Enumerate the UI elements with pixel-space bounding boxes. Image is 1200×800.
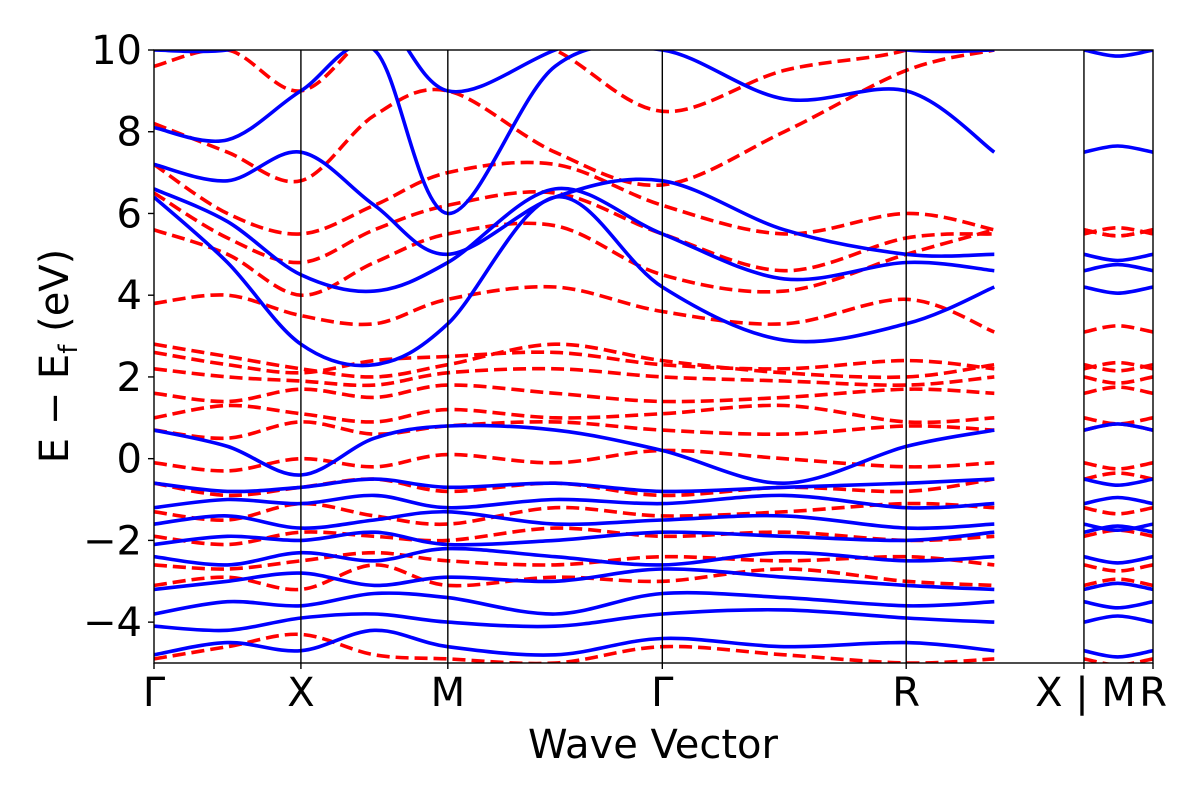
x-axis-title: Wave Vector — [528, 722, 779, 768]
dft-band-3 — [154, 526, 995, 547]
y-tick-label: 4 — [117, 273, 142, 319]
y-axis-title: E − Ef (eV) — [32, 249, 84, 464]
tb-band-3 — [154, 567, 995, 592]
tb-band-7 — [154, 493, 995, 510]
tb-band-12-mr — [1083, 252, 1153, 263]
dft-band-13-mr — [1083, 323, 1153, 334]
tb-band-1-mr — [1083, 614, 1153, 624]
dft-band-2 — [154, 550, 995, 571]
tb-band-4-mr — [1083, 554, 1153, 565]
tb-band-11-mr — [1083, 262, 1153, 273]
tb-band-5 — [154, 530, 995, 547]
dft-band-11 — [154, 350, 995, 375]
tb-band-3-mr — [1083, 581, 1153, 592]
y-tick-label: 8 — [117, 110, 142, 156]
tb-band-1 — [154, 607, 995, 633]
dft-band-1 — [154, 563, 995, 592]
y-axis-title-sub: f — [54, 344, 84, 354]
x-tick-label: X | M — [1035, 670, 1136, 716]
dft-band-12 — [154, 342, 995, 380]
y-tick-label: 6 — [117, 191, 142, 237]
dft-band-12-mr — [1083, 362, 1153, 373]
y-axis-title-unit: (eV) — [32, 249, 78, 345]
tb-band-2-mr — [1083, 599, 1153, 610]
x-tick-label: M — [431, 670, 466, 716]
dft-band-14 — [154, 221, 995, 298]
dft-band-1-mr — [1083, 577, 1153, 588]
dft-band-8 — [154, 403, 995, 425]
dft-band-0 — [154, 632, 995, 663]
dft-band-9 — [154, 383, 995, 404]
dft-band-18-mr — [1084, 9, 1153, 15]
tb-band-0-mr — [1083, 648, 1153, 659]
dft-band-2-mr — [1083, 563, 1153, 573]
y-tick-label: −4 — [83, 600, 142, 646]
tb-band-2 — [154, 590, 995, 616]
x-tick-label: R — [1139, 670, 1167, 716]
dft-band-10-mr — [1083, 375, 1153, 385]
dft-band-6-mr — [1083, 461, 1153, 471]
tb-band-11 — [154, 186, 995, 294]
dft-band-16 — [154, 160, 995, 236]
tb-band-8 — [154, 477, 995, 494]
plot-frame — [153, 49, 1154, 664]
y-tick-label: 2 — [117, 355, 142, 401]
x-tick-label: X — [287, 670, 314, 716]
dft-band-18 — [154, 50, 913, 114]
dft-band-4 — [154, 501, 995, 527]
tb-band-8-mr — [1083, 477, 1153, 488]
dft-band-0-mr — [1083, 657, 1153, 663]
dft-band-7 — [154, 419, 995, 441]
tb-band-0 — [154, 628, 995, 657]
y-tick-label: −2 — [83, 518, 142, 564]
dft-band-5 — [154, 477, 995, 498]
kpoint-lines — [300, 50, 1085, 663]
tb-band-13 — [154, 50, 996, 216]
y-axis-ticks: −4 −2 0 2 4 6 8 10 — [83, 28, 154, 646]
dft-band-3-mr — [1083, 528, 1153, 539]
tb-band-4 — [154, 546, 995, 567]
tb-band-9 — [154, 423, 995, 486]
y-tick-label: 10 — [91, 28, 142, 74]
tb-band-5-mr — [1083, 524, 1153, 534]
dft-band-17-mr — [1084, 50, 1153, 52]
y-axis-title-main: E − E — [32, 354, 78, 464]
tb-band-13-mr — [1083, 144, 1153, 154]
tb-band-14 — [154, 50, 995, 94]
x-tick-label: Γ — [143, 670, 166, 716]
tb-band-10-mr — [1083, 285, 1153, 296]
dft-bands — [154, 9, 1153, 663]
tb-bands — [154, 50, 1153, 659]
tb-band-12 — [154, 150, 995, 258]
x-tick-label: Γ — [651, 670, 674, 716]
x-tick-label: R — [892, 670, 920, 716]
tb-band-6 — [154, 509, 995, 531]
tb-band-6-mr — [1083, 522, 1153, 533]
dft-band-13 — [154, 284, 995, 334]
dft-band-8-mr — [1083, 416, 1153, 426]
tb-band-10 — [154, 195, 996, 368]
tb-band-7-mr — [1083, 495, 1153, 506]
dft-band-5-mr — [1083, 471, 1153, 481]
dft-band-16-mr — [1083, 228, 1153, 238]
dft-band-10 — [154, 366, 995, 388]
tb-band-9-mr — [1083, 422, 1153, 432]
tb-band-14-mr — [1083, 50, 1153, 58]
dft-band-9-mr — [1083, 385, 1153, 396]
dft-band-4-mr — [1083, 505, 1153, 516]
y-tick-label: 0 — [117, 437, 142, 483]
dft-band-17 — [154, 50, 995, 188]
